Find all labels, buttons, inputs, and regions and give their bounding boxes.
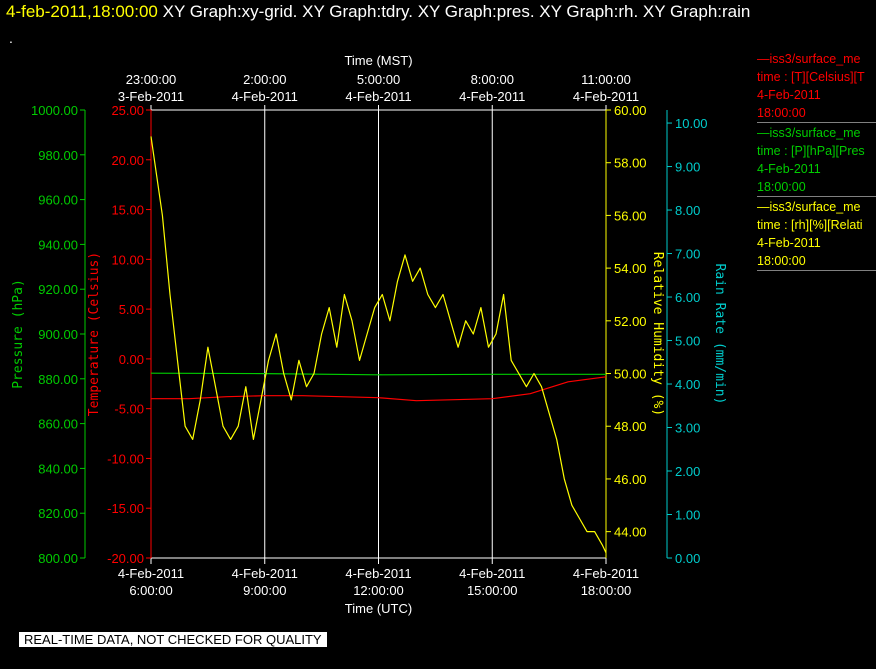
humidity-tick-label: 60.00 xyxy=(614,103,647,118)
humidity-tick-label: 56.00 xyxy=(614,208,647,223)
rain-tick-label: 4.00 xyxy=(675,377,700,392)
rain-tick-label: 6.00 xyxy=(675,290,700,305)
x-top-tick-time: 11:00:00 xyxy=(581,72,631,87)
rain-tick-label: 1.00 xyxy=(675,508,700,523)
pressure-tick-label: 840.00 xyxy=(38,461,78,476)
temperature-tick-label: 0.00 xyxy=(119,352,144,367)
x-top-tick-time: 5:00:00 xyxy=(357,72,400,87)
legend-series-time: 18:00:00 xyxy=(757,106,806,120)
temperature-tick-label: -5.00 xyxy=(114,402,144,417)
legend-entry-temperature[interactable]: —iss3/surface_me time : [T][Celsius][T 4… xyxy=(757,50,876,123)
legend-series-vars: time : [rh][%][Relati xyxy=(757,218,863,232)
legend-series-time: 18:00:00 xyxy=(757,180,806,194)
temperature-series-line xyxy=(151,376,607,402)
pressure-tick-label: 800.00 xyxy=(38,551,78,566)
temperature-axis-label: Temperature (Celsius) xyxy=(87,252,102,416)
x-tick-time: 15:00:00 xyxy=(467,583,518,598)
legend-series-date: 4-Feb-2011 xyxy=(757,236,821,250)
legend-series-name: —iss3/surface_me xyxy=(757,52,861,66)
pressure-tick-label: 920.00 xyxy=(38,282,78,297)
rain-tick-label: 7.00 xyxy=(675,247,700,262)
legend-entry-humidity[interactable]: —iss3/surface_me time : [rh][%][Relati 4… xyxy=(757,198,876,271)
x-tick-time: 18:00:00 xyxy=(581,583,632,598)
pressure-series-line xyxy=(150,372,606,376)
rain-tick-label: 2.00 xyxy=(675,464,700,479)
x-tick-time: 12:00:00 xyxy=(353,583,404,598)
status-dot: . xyxy=(9,30,13,46)
quality-warning: REAL-TIME DATA, NOT CHECKED FOR QUALITY xyxy=(19,632,327,647)
rain-tick-label: 3.00 xyxy=(675,421,700,436)
temperature-tick-label: 5.00 xyxy=(119,302,144,317)
temperature-tick-label: -10.00 xyxy=(107,451,144,466)
pressure-tick-label: 880.00 xyxy=(38,372,78,387)
x-tick-date: 4-Feb-2011 xyxy=(573,566,639,581)
legend-series-date: 4-Feb-2011 xyxy=(757,88,821,102)
x-top-tick-time: 23:00:00 xyxy=(126,72,177,87)
humidity-tick-label: 52.00 xyxy=(614,314,647,329)
pressure-tick-label: 1000.00 xyxy=(31,103,78,118)
pressure-axis-label: Pressure (hPa) xyxy=(11,279,26,389)
humidity-series-line xyxy=(150,136,607,553)
humidity-tick-label: 44.00 xyxy=(614,525,647,540)
rain-tick-label: 9.00 xyxy=(675,160,700,175)
rain-tick-label: 0.00 xyxy=(675,551,700,566)
pressure-tick-label: 960.00 xyxy=(38,193,78,208)
rain-axis-label: Rain Rate (mm/min) xyxy=(712,264,727,405)
legend-panel: —iss3/surface_me time : [T][Celsius][T 4… xyxy=(757,50,876,272)
legend-series-date: 4-Feb-2011 xyxy=(757,162,821,176)
humidity-axis-label: Relative Humidity (%) xyxy=(650,252,665,416)
x-top-tick-time: 2:00:00 xyxy=(243,72,286,87)
x-tick-date: 4-Feb-2011 xyxy=(118,566,184,581)
legend-series-vars: time : [P][hPa][Pres xyxy=(757,144,865,158)
legend-series-name: —iss3/surface_me xyxy=(757,200,861,214)
temperature-tick-label: -15.00 xyxy=(107,501,144,516)
x-tick-time: 9:00:00 xyxy=(243,583,286,598)
graph-titles: XY Graph:xy-grid. XY Graph:tdry. XY Grap… xyxy=(162,2,751,21)
pressure-tick-label: 860.00 xyxy=(38,417,78,432)
x-top-tick-time: 8:00:00 xyxy=(471,72,514,87)
pressure-tick-label: 980.00 xyxy=(38,148,78,163)
current-datetime: 4-feb-2011,18:00:00 xyxy=(6,2,158,21)
title-bar: 4-feb-2011,18:00:00 XY Graph:xy-grid. XY… xyxy=(6,2,750,22)
x-tick-time: 6:00:00 xyxy=(129,583,172,598)
x-tick-date: 4-Feb-2011 xyxy=(232,566,298,581)
pressure-tick-label: 900.00 xyxy=(38,327,78,342)
x-axis-label: Time (UTC) xyxy=(345,601,412,616)
humidity-tick-label: 46.00 xyxy=(614,472,647,487)
x-tick-date: 4-Feb-2011 xyxy=(345,566,411,581)
x-top-tick-date: 4-Feb-2011 xyxy=(345,89,411,104)
humidity-tick-label: 50.00 xyxy=(614,367,647,382)
temperature-tick-label: 20.00 xyxy=(111,153,144,168)
x-top-tick-date: 4-Feb-2011 xyxy=(459,89,525,104)
temperature-tick-label: 25.00 xyxy=(111,103,144,118)
x-top-tick-date: 3-Feb-2011 xyxy=(118,89,184,104)
rain-tick-label: 5.00 xyxy=(675,334,700,349)
x-top-axis-label: Time (MST) xyxy=(344,53,412,68)
temperature-tick-label: -20.00 xyxy=(107,551,144,566)
x-tick-date: 4-Feb-2011 xyxy=(459,566,525,581)
legend-series-vars: time : [T][Celsius][T xyxy=(757,70,865,84)
humidity-tick-label: 54.00 xyxy=(614,261,647,276)
legend-series-name: —iss3/surface_me xyxy=(757,126,861,140)
humidity-tick-label: 48.00 xyxy=(614,419,647,434)
x-top-tick-date: 4-Feb-2011 xyxy=(573,89,639,104)
temperature-tick-label: 15.00 xyxy=(111,203,144,218)
pressure-tick-label: 940.00 xyxy=(38,237,78,252)
temperature-tick-label: 10.00 xyxy=(111,252,144,267)
legend-entry-pressure[interactable]: —iss3/surface_me time : [P][hPa][Pres 4-… xyxy=(757,124,876,197)
x-top-tick-date: 4-Feb-2011 xyxy=(232,89,298,104)
pressure-tick-label: 820.00 xyxy=(38,506,78,521)
legend-series-time: 18:00:00 xyxy=(757,254,806,268)
rain-tick-label: 8.00 xyxy=(675,203,700,218)
humidity-tick-label: 58.00 xyxy=(614,156,647,171)
rain-tick-label: 10.00 xyxy=(675,116,708,131)
